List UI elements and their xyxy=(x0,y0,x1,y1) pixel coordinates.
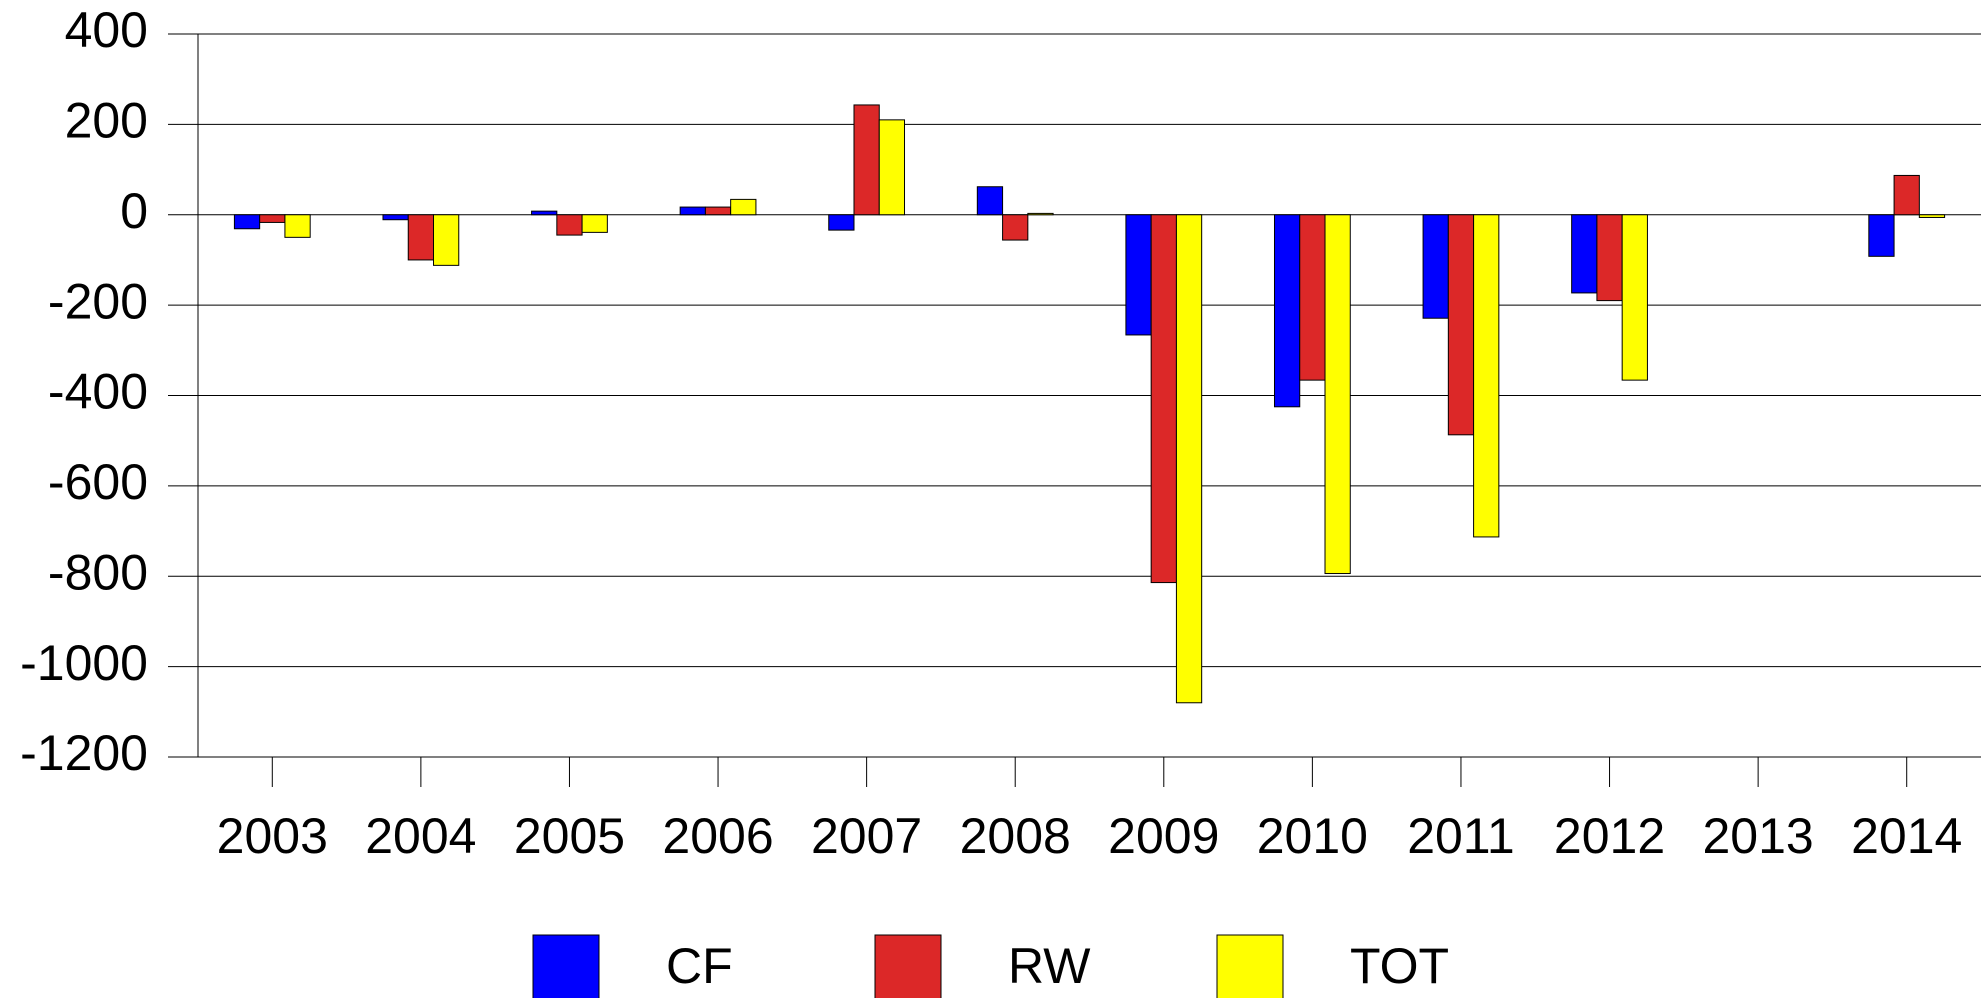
y-tick-label: 400 xyxy=(65,2,148,58)
x-tick-label: 2005 xyxy=(514,808,625,864)
bar xyxy=(382,214,409,221)
bar xyxy=(1299,214,1326,381)
bar xyxy=(433,214,460,266)
y-tick-label: -1000 xyxy=(20,635,148,691)
y-tick-label: -200 xyxy=(48,273,148,329)
bar xyxy=(1571,214,1598,294)
x-tick-label: 2011 xyxy=(1407,808,1515,864)
bar xyxy=(1596,214,1623,302)
bar xyxy=(1621,214,1648,381)
bar xyxy=(730,198,757,216)
y-tick-label: 0 xyxy=(120,183,148,239)
legend-label: RW xyxy=(1008,938,1091,994)
x-tick-label: 2009 xyxy=(1108,808,1219,864)
legend-label: CF xyxy=(666,938,733,994)
bar xyxy=(1273,214,1301,408)
x-tick-label: 2003 xyxy=(217,808,328,864)
bar xyxy=(1473,214,1500,538)
bar xyxy=(1422,214,1449,319)
bar xyxy=(233,214,261,230)
x-tick-label: 2006 xyxy=(662,808,773,864)
y-tick-label: -600 xyxy=(48,454,148,510)
bar xyxy=(1918,214,1946,218)
bar xyxy=(1868,214,1895,257)
bar xyxy=(1175,214,1203,704)
bar xyxy=(1027,212,1054,216)
bar xyxy=(1125,214,1152,336)
x-tick-label: 2012 xyxy=(1554,808,1665,864)
bar xyxy=(259,214,286,223)
legend-label: TOT xyxy=(1350,938,1449,994)
legend-swatch xyxy=(532,934,600,998)
bar xyxy=(704,206,732,216)
bar xyxy=(1150,214,1177,584)
bar xyxy=(407,214,435,261)
y-tick-label: 200 xyxy=(65,93,148,149)
x-tick-label: 2004 xyxy=(365,808,476,864)
bar xyxy=(531,210,558,216)
bar xyxy=(581,214,608,233)
x-tick-label: 2013 xyxy=(1703,808,1814,864)
bar xyxy=(853,104,880,216)
y-tick-label: -400 xyxy=(48,364,148,420)
bar xyxy=(1324,214,1351,575)
bar xyxy=(1893,174,1920,216)
legend-swatch xyxy=(874,934,942,998)
y-tick-label: -800 xyxy=(48,544,148,600)
bar xyxy=(1447,214,1475,436)
bar xyxy=(284,214,311,238)
bar xyxy=(679,206,706,216)
bar xyxy=(878,119,906,216)
bar xyxy=(1002,214,1029,241)
y-tick-label: -1200 xyxy=(20,725,148,781)
legend-swatch xyxy=(1216,934,1284,998)
x-tick-label: 2008 xyxy=(960,808,1071,864)
x-tick-label: 2014 xyxy=(1851,808,1962,864)
x-tick-label: 2010 xyxy=(1257,808,1368,864)
x-tick-label: 2007 xyxy=(811,808,922,864)
bar xyxy=(976,186,1004,216)
bar xyxy=(556,214,583,236)
bar xyxy=(828,214,855,231)
